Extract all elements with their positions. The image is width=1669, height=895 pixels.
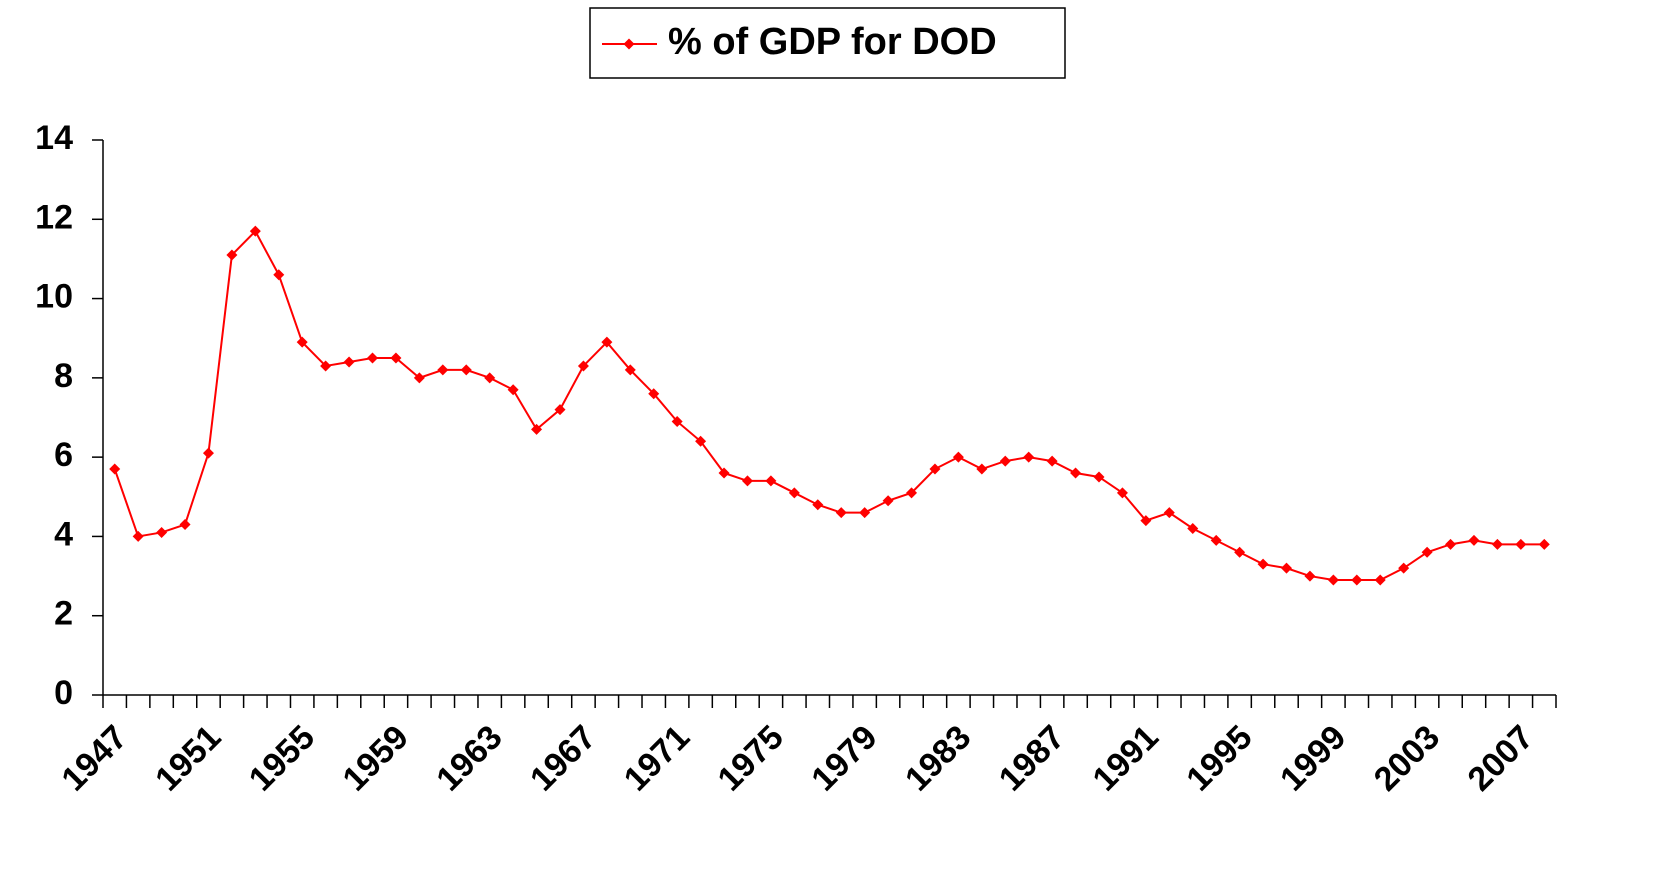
marker [1023, 451, 1035, 463]
y-tick-label: 14 [35, 119, 73, 157]
marker [367, 352, 379, 364]
x-tick-label: 1979 [804, 718, 884, 798]
marker [1468, 534, 1480, 546]
marker [1210, 534, 1222, 546]
marker [601, 336, 613, 348]
marker [437, 364, 449, 376]
marker [1491, 538, 1503, 550]
legend-box [589, 7, 1066, 79]
marker [1374, 574, 1386, 586]
x-tick-label: 1991 [1086, 718, 1166, 798]
marker [109, 463, 121, 475]
x-tick-label: 1955 [242, 718, 322, 798]
marker [156, 526, 168, 538]
marker [296, 336, 308, 348]
marker [343, 356, 355, 368]
marker [765, 475, 777, 487]
marker [1445, 538, 1457, 550]
marker [507, 384, 519, 396]
line [113, 229, 1545, 582]
marker [202, 447, 214, 459]
marker [226, 249, 238, 261]
marker [554, 404, 566, 416]
marker [179, 519, 191, 531]
x-tick-label: 1975 [711, 718, 791, 798]
marker [1515, 538, 1527, 550]
x-tick-label: 1987 [992, 718, 1072, 798]
marker [132, 530, 144, 542]
marker [460, 364, 472, 376]
x-tick-label: 1959 [336, 718, 416, 798]
x-tick-label: 1971 [617, 718, 697, 798]
marker [1280, 562, 1292, 574]
x-tick-label: 1963 [429, 718, 509, 798]
marker [695, 435, 707, 447]
marker [812, 499, 824, 511]
marker [577, 360, 589, 372]
marker [999, 455, 1011, 467]
marker [648, 388, 660, 400]
marker [882, 495, 894, 507]
marker [1538, 538, 1550, 550]
x-tick-label: 1947 [54, 718, 134, 798]
marker [1093, 471, 1105, 483]
marker [671, 415, 683, 427]
marker [1140, 515, 1152, 527]
y-tick-label: 10 [35, 278, 73, 316]
x-tick-label: 1951 [148, 718, 228, 798]
marker [1116, 487, 1128, 499]
marker [531, 423, 543, 435]
marker [1351, 574, 1363, 586]
marker [273, 269, 285, 281]
x-tick-label: 2003 [1367, 718, 1447, 798]
y-tick-label: 2 [54, 595, 73, 633]
x-tick-label: 1995 [1179, 718, 1259, 798]
marker [906, 487, 918, 499]
marker [413, 372, 425, 384]
marker [1421, 546, 1433, 558]
x-tick-label: 1983 [898, 718, 978, 798]
marker [976, 463, 988, 475]
marker [1163, 507, 1175, 519]
marker [835, 507, 847, 519]
legend-label: % of GDP for DOD [668, 21, 997, 63]
marker [1187, 523, 1199, 534]
y-tick-label: 6 [54, 436, 73, 474]
marker [1257, 558, 1269, 570]
marker [952, 451, 964, 463]
y-tick-label: 12 [35, 198, 73, 236]
x-tick-label: 1967 [523, 718, 603, 798]
x-tick-label: 2007 [1461, 718, 1541, 798]
y-tick-label: 8 [54, 357, 73, 395]
legend-marker [623, 38, 635, 50]
marker [929, 463, 941, 475]
y-tick-label: 4 [54, 515, 73, 553]
marker [390, 352, 402, 364]
marker [1070, 467, 1082, 479]
marker [788, 487, 800, 499]
marker [1327, 574, 1339, 586]
marker [1398, 562, 1410, 574]
marker [1234, 546, 1246, 558]
marker [1304, 570, 1316, 582]
marker [718, 467, 730, 479]
x-tick-label: 1999 [1273, 718, 1353, 798]
marker [320, 360, 332, 372]
marker [741, 475, 753, 487]
marker [249, 225, 261, 237]
marker [859, 507, 871, 519]
marker [484, 372, 496, 384]
marker [624, 364, 636, 376]
marker [1046, 455, 1058, 467]
y-tick-label: 0 [54, 674, 73, 712]
